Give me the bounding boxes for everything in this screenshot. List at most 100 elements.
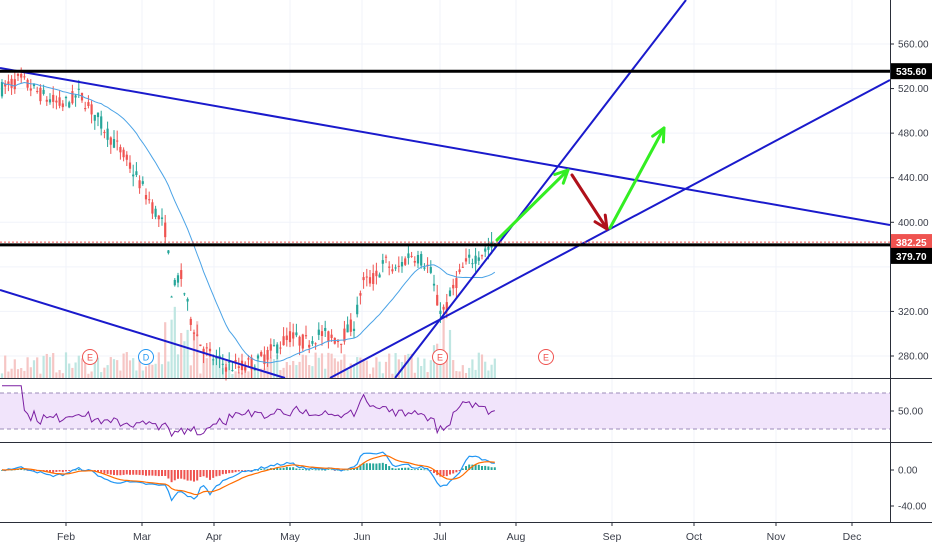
event-circle-1 (138, 349, 154, 365)
macd-hist-bar (404, 467, 407, 470)
macd-hist-bar (484, 465, 487, 470)
candle-body (263, 354, 266, 365)
trendlines (0, 0, 891, 379)
candle-body (74, 95, 77, 98)
macd-hist-bar (170, 470, 173, 483)
volume-bar (304, 355, 308, 378)
volume-bar (16, 369, 20, 378)
volume-bar (410, 353, 413, 378)
volume-bar (80, 358, 84, 378)
volume-bar (263, 368, 266, 378)
macd-hist-bar (68, 470, 71, 471)
volume-bar (317, 357, 320, 378)
candle-body (13, 79, 16, 90)
macd-hist-bar (349, 469, 352, 470)
candle-body (132, 174, 135, 177)
macd-hist-bar (455, 470, 458, 473)
candle-body (365, 276, 368, 278)
rsi-band (0, 392, 890, 430)
candle-body (138, 180, 141, 189)
volume-bar (455, 371, 458, 378)
candle-body (349, 319, 352, 332)
volume-bar (157, 352, 160, 378)
volume-bar (279, 370, 282, 378)
macd-tick-1: -40.00 (898, 502, 927, 513)
time-tick-10: Dec (843, 531, 862, 543)
volume-bar (234, 371, 237, 378)
candle-body (381, 260, 384, 264)
volume-bar (58, 370, 61, 378)
macd-hist-bar (161, 470, 163, 476)
volume-bar (55, 372, 58, 378)
volume-bar (228, 363, 231, 378)
macd-hist-bar (362, 463, 365, 470)
event-label-3: E (543, 353, 549, 363)
candle-body (327, 331, 330, 342)
candle-body (228, 361, 231, 363)
macd-hist-bar (231, 470, 234, 473)
volume-bar (36, 357, 39, 378)
volume-bar (413, 372, 416, 378)
candle-body (464, 258, 468, 262)
volume-bar (144, 366, 148, 378)
price-label-bg-2 (890, 247, 932, 264)
volume-bar (266, 358, 269, 378)
candle-body (356, 304, 359, 315)
macd-hist-bar (343, 469, 346, 471)
candle-body (471, 263, 474, 265)
candle-body (362, 277, 365, 281)
volume-bar (122, 353, 125, 378)
candle-body (84, 107, 87, 110)
macd-hist-bar (186, 470, 189, 481)
price-label-bg-1 (890, 234, 932, 251)
macd-hist-bar (429, 470, 432, 472)
price-tick-4: 400.00 (898, 218, 929, 229)
candle-body (100, 116, 103, 129)
macd-hist-bar (173, 470, 176, 481)
candle-body (404, 258, 407, 265)
price-axis: 560.00 520.00 480.00 440.00 400.00 320.00 280.… (890, 40, 929, 513)
volume-bar (426, 372, 429, 378)
volume-bar (343, 354, 346, 378)
event-label-1: D (143, 353, 150, 363)
macd-hist-bar (241, 470, 243, 471)
volume-bar (336, 361, 340, 378)
volume-bar (135, 370, 138, 378)
volume-bar (301, 354, 304, 378)
candle-body (58, 97, 61, 106)
volume-bar (471, 359, 474, 378)
candle-body (224, 367, 228, 372)
volume-bar (52, 353, 55, 378)
price-tick-3: 440.00 (898, 173, 929, 184)
macd-hist-bar (308, 469, 311, 471)
volume-bar (420, 366, 423, 378)
volume-bar (208, 354, 212, 378)
volume-bar (116, 360, 119, 378)
grid (0, 0, 890, 522)
volume-bar (272, 359, 276, 378)
volume-bar (381, 373, 384, 378)
candle-body (7, 81, 10, 85)
volume-bar (490, 364, 493, 378)
macd-hist-bar (129, 470, 131, 475)
candle-body (0, 82, 4, 97)
macd-hist-bar (180, 470, 183, 479)
macd-hist-bar (122, 470, 125, 475)
volume-bar (164, 322, 167, 378)
arrow-down (570, 173, 609, 231)
candle-body (477, 257, 480, 261)
macd-hist-bar (212, 470, 215, 478)
volume-bar (23, 370, 26, 378)
volume-bar (247, 371, 250, 378)
macd-hist-bar (359, 464, 362, 470)
macd-hist-bar (346, 469, 349, 471)
candle-body (77, 88, 80, 90)
candles (0, 67, 496, 381)
volume-bar (87, 373, 90, 378)
volume-bar (106, 365, 109, 378)
macd-hist-bar (369, 463, 371, 470)
candle-body (378, 274, 381, 278)
macd-hist-bar (276, 467, 279, 470)
candle-body (29, 88, 32, 91)
